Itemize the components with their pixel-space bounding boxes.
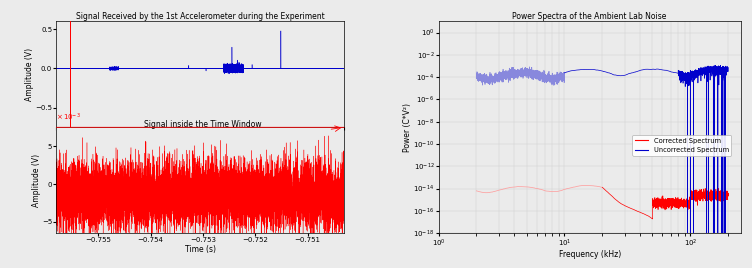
X-axis label: Time (s): Time (s) — [185, 132, 216, 140]
Title: Signal Received by the 1st Accelerometer during the Experiment: Signal Received by the 1st Accelerometer… — [76, 12, 325, 21]
Text: Signal inside the Time Window: Signal inside the Time Window — [144, 120, 262, 129]
Text: $\times\,10^{-3}$: $\times\,10^{-3}$ — [56, 112, 81, 123]
X-axis label: Frequency (kHz): Frequency (kHz) — [559, 250, 620, 259]
Legend: Corrected Spectrum, Uncorrected Spectrum: Corrected Spectrum, Uncorrected Spectrum — [632, 135, 732, 156]
Y-axis label: Power (C*V²): Power (C*V²) — [403, 103, 412, 152]
Title: Power Spectra of the Ambient Lab Noise: Power Spectra of the Ambient Lab Noise — [512, 12, 667, 21]
Y-axis label: Amplitude (V): Amplitude (V) — [32, 154, 41, 207]
Y-axis label: Amplitude (V): Amplitude (V) — [25, 48, 34, 101]
X-axis label: Time (s): Time (s) — [185, 245, 216, 254]
